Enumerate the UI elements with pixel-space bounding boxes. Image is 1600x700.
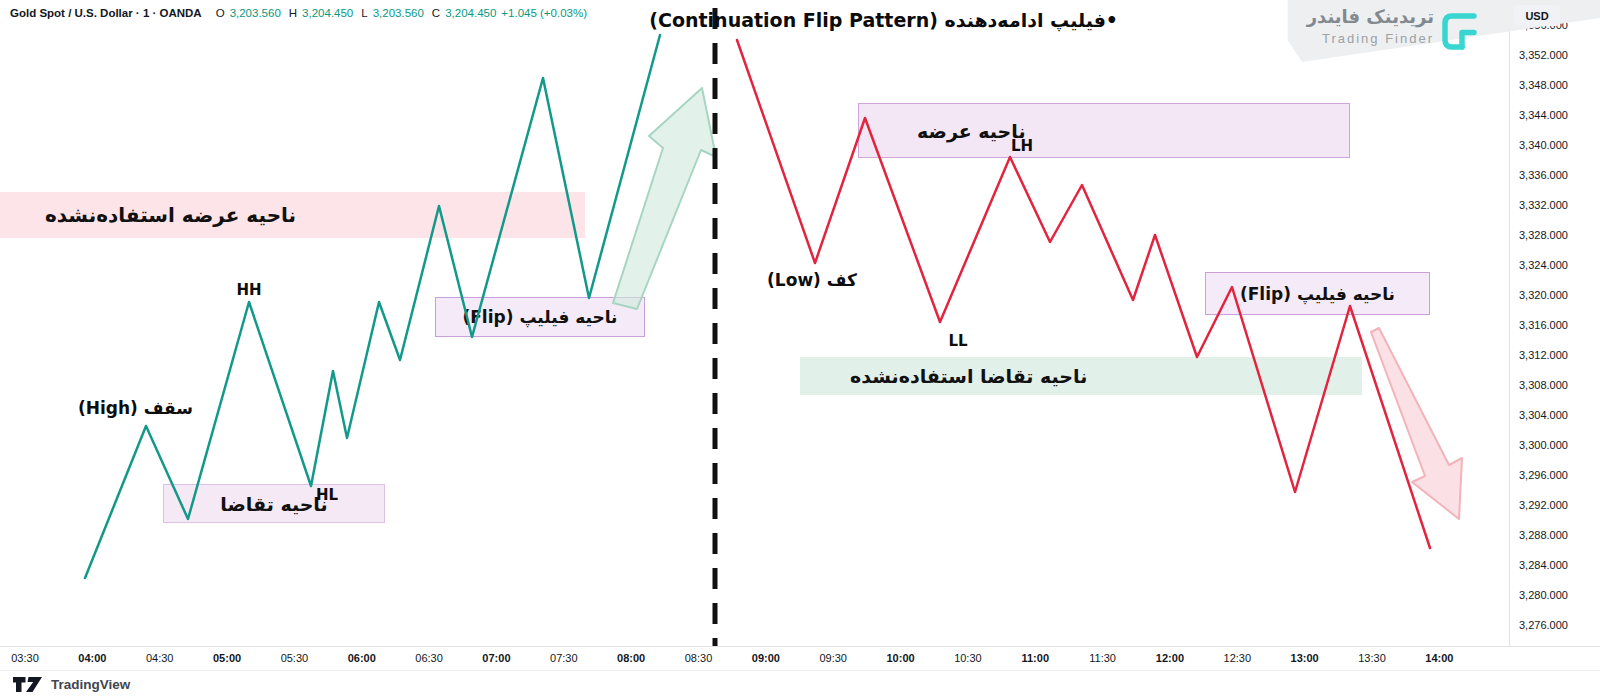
price-tick-label: 3,308.000: [1519, 379, 1568, 391]
time-tick-label: 05:30: [281, 652, 309, 664]
chart-legend[interactable]: Gold Spot / U.S. Dollar · 1 · OANDA O 3,2…: [10, 7, 587, 19]
time-tick-label: 12:30: [1224, 652, 1252, 664]
chart-window: ناحیه عرضه استفاده‌نشدهناحیه تقاضاناحیه …: [0, 0, 1600, 700]
price-tick-label: 3,344.000: [1519, 109, 1568, 121]
time-tick-label: 03:30: [11, 652, 39, 664]
low-value: 3,203.560: [373, 7, 424, 19]
price-tick-label: 3,340.000: [1519, 139, 1568, 151]
time-tick-label: 13:00: [1291, 652, 1319, 664]
price-tick-label: 3,300.000: [1519, 439, 1568, 451]
symbol-title[interactable]: Gold Spot / U.S. Dollar · 1 · OANDA: [10, 7, 202, 19]
price-tick-label: 3,296.000: [1519, 469, 1568, 481]
time-tick-label: 13:30: [1358, 652, 1386, 664]
label-lh: LH: [1011, 137, 1033, 155]
time-tick-label: 04:00: [78, 652, 106, 664]
price-tick-label: 3,288.000: [1519, 529, 1568, 541]
time-tick-label: 08:00: [617, 652, 645, 664]
time-tick-label: 04:30: [146, 652, 174, 664]
time-axis[interactable]: 03:30 04:00 04:30 05:00 05:30 06:00 06:30 07:00…: [0, 646, 1600, 671]
low-key: L: [361, 7, 367, 19]
price-tick-label: 3,316.000: [1519, 319, 1568, 331]
price-tick-label: 3,324.000: [1519, 259, 1568, 271]
time-tick-label: 06:00: [348, 652, 376, 664]
price-tick-label: 3,276.000: [1519, 619, 1568, 631]
time-tick-label: 11:00: [1021, 652, 1049, 664]
time-tick-label: 07:30: [550, 652, 578, 664]
label-ll: LL: [948, 332, 967, 350]
close-key: C: [432, 7, 440, 19]
high-value: 3,204.450: [302, 7, 353, 19]
time-tick-label: 09:30: [819, 652, 847, 664]
time-tick-label: 11:30: [1089, 652, 1116, 664]
currency-badge[interactable]: USD: [1514, 5, 1560, 26]
time-tick-label: 12:00: [1156, 652, 1184, 664]
time-tick-label: 09:00: [752, 652, 780, 664]
price-tick-label: 3,304.000: [1519, 409, 1568, 421]
price-tick-label: 3,332.000: [1519, 199, 1568, 211]
price-tick-label: 3,352.000: [1519, 49, 1568, 61]
time-tick-label: 10:30: [954, 652, 982, 664]
price-axis[interactable]: 3,356.0003,352.0003,348.0003,344.0003,34…: [1509, 0, 1600, 646]
time-tick-label: 06:30: [415, 652, 443, 664]
time-tick-label: 08:30: [685, 652, 713, 664]
time-tick-label: 05:00: [213, 652, 241, 664]
close-value: 3,204.450: [445, 7, 496, 19]
label-hh: HH: [236, 281, 261, 299]
price-tick-label: 3,280.000: [1519, 589, 1568, 601]
price-tick-label: 3,292.000: [1519, 499, 1568, 511]
label-floor-low: کف (Low): [767, 270, 857, 290]
open-value: 3,203.560: [230, 7, 281, 19]
axis-bottom-line: [0, 670, 1600, 671]
open-key: O: [216, 7, 225, 19]
price-tick-label: 3,284.000: [1519, 559, 1568, 571]
price-tick-label: 3,312.000: [1519, 349, 1568, 361]
time-tick-label: 14:00: [1425, 652, 1453, 664]
change-value: +1.045 (+0.03%): [501, 7, 587, 19]
price-tick-label: 3,320.000: [1519, 289, 1568, 301]
label-hl: HL: [316, 486, 338, 504]
tradingview-logo-icon: [12, 675, 44, 693]
price-tick-label: 3,336.000: [1519, 169, 1568, 181]
price-tick-label: 3,348.000: [1519, 79, 1568, 91]
watermark-fa: تریدینک فایندر: [1307, 6, 1434, 27]
label-ceiling-high: سقف (High): [78, 398, 193, 418]
pattern-title: •فیلیپ ادامه‌دهنده (Continuation Flip Pa…: [716, 9, 1118, 31]
tradingview-logo-text: TradingView: [51, 677, 130, 692]
price-tick-label: 3,328.000: [1519, 229, 1568, 241]
time-tick-label: 07:00: [482, 652, 510, 664]
point-labels-layer: سقف (High)HHHLکف (Low)LLLH: [0, 0, 1600, 700]
high-key: H: [289, 7, 297, 19]
tradingfinder-logo-icon: [1438, 9, 1480, 53]
watermark-en: Trading Finder: [1322, 31, 1434, 46]
tradingview-logo[interactable]: TradingView: [12, 675, 130, 693]
time-tick-label: 10:00: [886, 652, 914, 664]
